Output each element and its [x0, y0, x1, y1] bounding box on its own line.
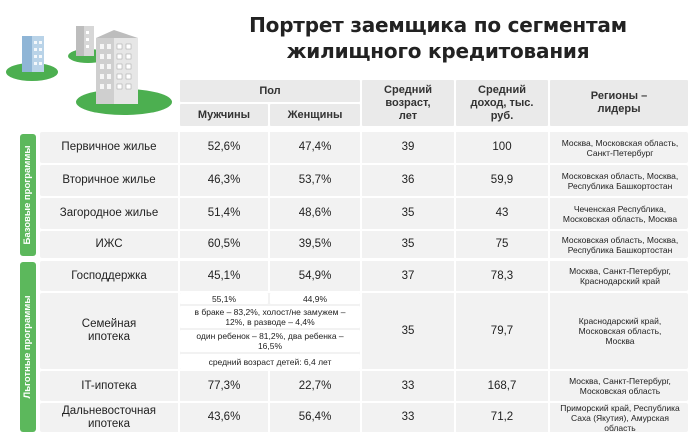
header-women: Женщины [270, 104, 360, 126]
row-name: Дальневосточная ипотека [61, 404, 156, 430]
row-income: 100 [492, 141, 512, 153]
family-child-age: средний возраст детей: 6,4 лет [180, 354, 360, 369]
family-men: 55,1% [180, 293, 268, 304]
row-men: 51,4% [207, 207, 241, 219]
header-income: Средний доход, тыс. руб. [456, 80, 548, 126]
family-children: один ребенок – 81,2%, два ребенка – 16,5… [180, 330, 360, 352]
header-gender: Пол [180, 80, 360, 102]
row-regions: Москва, Санкт-Петербург, Московская обла… [569, 376, 671, 396]
row-women: 39,5% [298, 238, 332, 250]
row-income: 59,9 [490, 174, 514, 186]
row-women: 48,6% [298, 207, 332, 219]
row-name: Первичное жилье [61, 141, 157, 153]
group-preferential-label: Льготные программы [22, 295, 33, 399]
row-regions: Приморский край, Республика Саха (Якутия… [560, 402, 680, 433]
title-line-2: жилищного кредитования [286, 39, 590, 63]
group-preferential-bar [20, 262, 36, 432]
header-regions: Регионы – лидеры [550, 80, 688, 126]
row-age: 37 [401, 269, 415, 282]
row-men: 45,1% [207, 269, 241, 282]
row-men: 43,6% [207, 411, 241, 423]
row-age: 33 [401, 411, 415, 423]
row-women: 22,7% [298, 379, 332, 392]
row-age: 39 [401, 141, 415, 153]
row-men: 46,3% [207, 174, 241, 186]
table-row [40, 165, 688, 196]
row-women: 53,7% [298, 174, 332, 186]
column-divider [360, 132, 362, 432]
row-name: Семейная ипотека [81, 318, 137, 343]
column-divider [178, 132, 180, 432]
header-age: Средний возраст, лет [362, 80, 454, 126]
table-row [40, 371, 688, 401]
column-divider [454, 132, 456, 432]
table-row [40, 132, 688, 163]
row-income: 43 [495, 207, 509, 219]
table-row [40, 231, 688, 258]
row-age: 35 [401, 238, 415, 250]
title-line-1: Портрет заемщика по сегментам [249, 13, 627, 37]
row-income: 75 [495, 238, 509, 250]
header-men: Мужчины [180, 104, 268, 126]
table-row [40, 293, 688, 369]
row-age: 36 [401, 174, 415, 186]
row-age: 35 [401, 324, 415, 337]
row-age: 33 [401, 379, 415, 392]
row-name: Господдержка [71, 269, 147, 282]
row-women: 56,4% [298, 411, 332, 423]
row-regions: Чеченская Республика, Московская область… [562, 203, 678, 224]
row-men: 60,5% [207, 238, 241, 250]
row-regions: Москва, Санкт-Петербург, Краснодарский к… [569, 266, 671, 286]
row-income: 168,7 [487, 379, 517, 392]
column-divider [268, 371, 270, 432]
row-regions: Московская область, Москва, Республика Б… [561, 234, 679, 255]
page-title: Портрет заемщика по сегментам жилищного … [188, 12, 688, 64]
row-women: 54,9% [298, 269, 332, 282]
buildings-illustration [6, 26, 172, 115]
group-base-label: Базовые программы [22, 145, 33, 245]
table-row [40, 261, 688, 291]
row-name: IT-ипотека [81, 379, 137, 392]
column-divider [268, 132, 270, 293]
row-regions: Московская область, Москва, Республика Б… [561, 170, 679, 191]
family-marital-status: в браке – 83,2%, холост/не замужем – 12%… [180, 306, 360, 328]
row-men: 52,6% [207, 141, 241, 153]
row-regions: Краснодарский край, Московская область, … [578, 316, 662, 346]
row-men: 77,3% [207, 379, 241, 392]
row-regions: Москва, Московская область, Санкт-Петерб… [561, 137, 679, 158]
row-name: Вторичное жилье [62, 174, 156, 186]
table-row [40, 198, 688, 229]
row-name: ИЖС [95, 238, 123, 250]
group-base-bar [20, 134, 36, 256]
table-row [40, 403, 688, 432]
row-income: 79,7 [490, 324, 514, 337]
row-women: 47,4% [298, 141, 332, 153]
row-income: 71,2 [490, 411, 514, 423]
row-name: Загородное жилье [59, 207, 159, 219]
row-income: 78,3 [490, 269, 514, 282]
row-age: 35 [401, 207, 415, 219]
column-divider [548, 132, 550, 432]
family-women: 44,9% [270, 293, 360, 304]
